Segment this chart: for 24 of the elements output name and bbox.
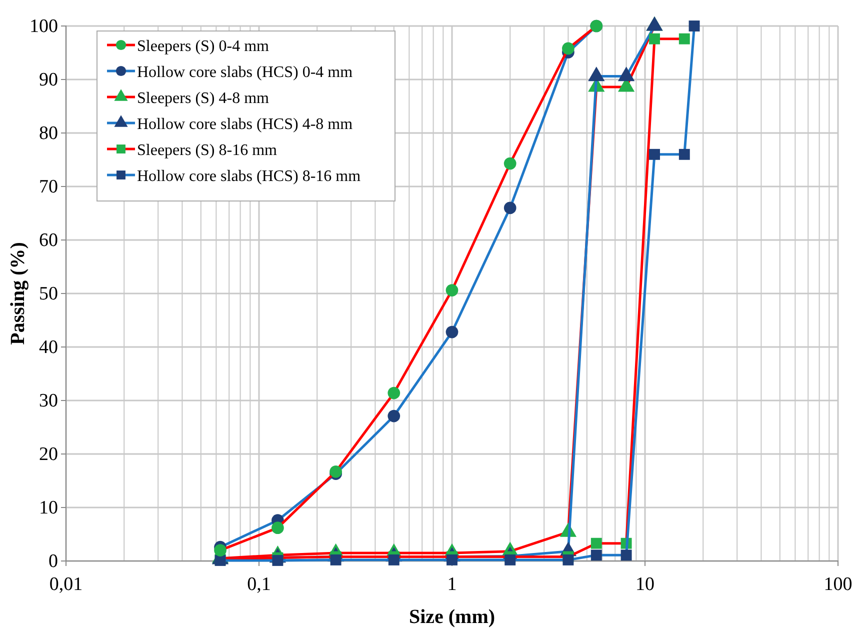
x-tick-label: 100 xyxy=(824,574,852,595)
x-tick-label: 0,01 xyxy=(49,574,83,595)
legend-label: Hollow core slabs (HCS) 0-4 mm xyxy=(137,64,354,81)
y-axis-title: Passing (%) xyxy=(7,242,29,345)
legend-label: Hollow core slabs (HCS) 4-8 mm xyxy=(137,116,354,133)
y-tick-label: 40 xyxy=(39,337,58,358)
y-tick-label: 10 xyxy=(39,498,58,519)
y-tick-label: 80 xyxy=(39,123,58,144)
y-tick-label: 30 xyxy=(39,390,58,412)
legend-label: Hollow core slabs (HCS) 8-16 mm xyxy=(137,168,362,185)
legend-label: Sleepers (S) 0-4 mm xyxy=(137,38,270,55)
legend-label: Sleepers (S) 8-16 mm xyxy=(137,142,278,159)
y-tick-label: 60 xyxy=(39,230,58,252)
y-tick-label: 50 xyxy=(39,284,58,305)
y-tick-label: 90 xyxy=(39,70,58,91)
y-tick-label: 20 xyxy=(39,444,58,466)
x-tick-label: 0,1 xyxy=(247,574,271,595)
y-tick-label: 100 xyxy=(30,16,58,38)
x-tick-label: 1 xyxy=(447,574,457,595)
x-tick-label: 10 xyxy=(636,574,654,595)
x-axis-title: Size (mm) xyxy=(408,606,496,628)
legend-label: Sleepers (S) 4-8 mm xyxy=(137,90,270,107)
y-tick-label: 0 xyxy=(48,551,58,572)
y-tick-label: 70 xyxy=(39,176,58,198)
